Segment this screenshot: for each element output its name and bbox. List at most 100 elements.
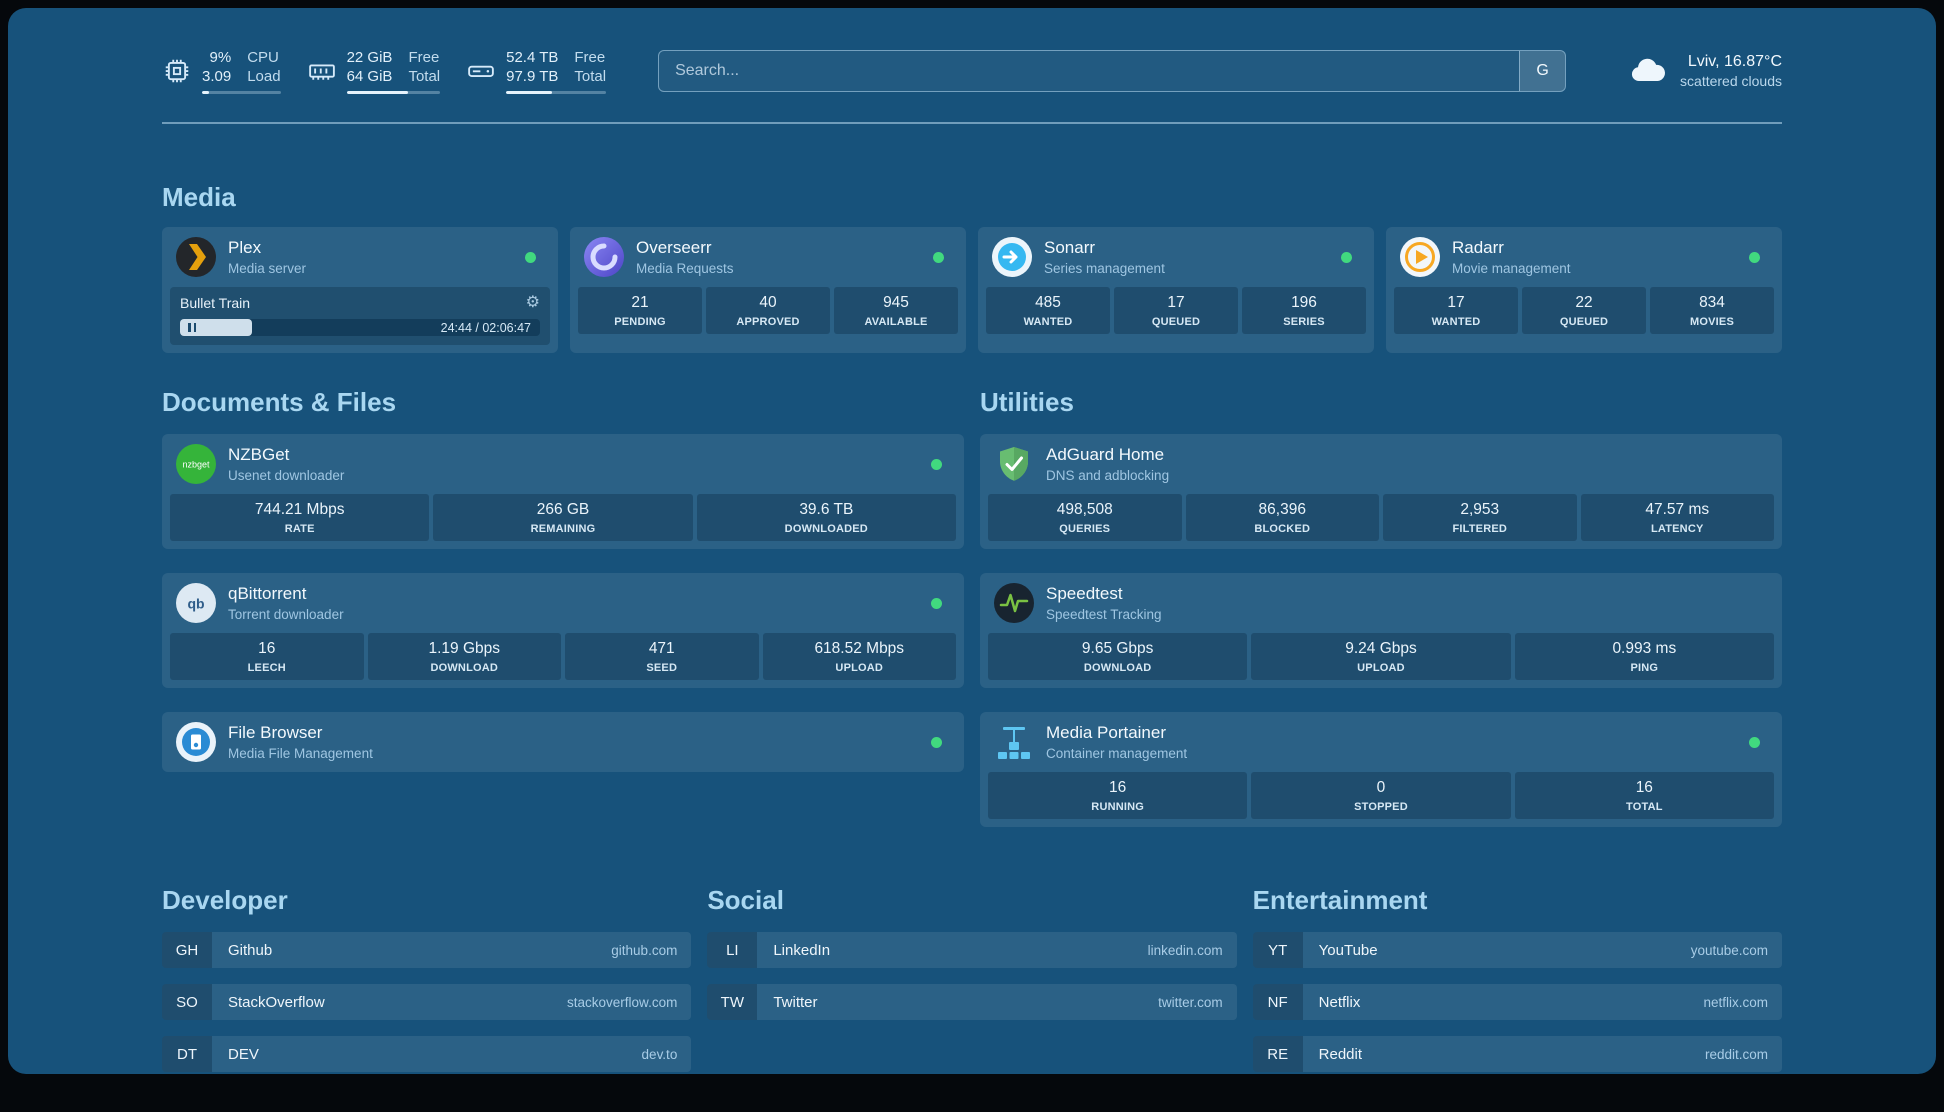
bookmark-reddit[interactable]: RE Reddit reddit.com — [1252, 1036, 1782, 1072]
service-subtitle: Container management — [1046, 746, 1188, 761]
pause-icon[interactable] — [188, 323, 196, 332]
bookmark-group-entertainment: Entertainment YT YouTube youtube.com NF … — [1252, 885, 1782, 1072]
cloud-icon — [1626, 56, 1668, 86]
service-subtitle: Media File Management — [228, 746, 373, 761]
service-card-speedtest[interactable]: Speedtest Speedtest Tracking 9.65 Gbps D… — [980, 573, 1782, 688]
stat-box: 16 RUNNING — [988, 772, 1248, 819]
bookmark-domain: github.com — [611, 942, 678, 958]
stat-box: 266 GB REMAINING — [433, 494, 693, 541]
section-title-social: Social — [707, 885, 784, 915]
bookmark-linkedin[interactable]: LI LinkedIn linkedin.com — [707, 932, 1237, 968]
bookmark-group-social: Social LI LinkedIn linkedin.com TW Twitt… — [707, 885, 1237, 1072]
section-title-entertainment: Entertainment — [1252, 885, 1428, 915]
stat-box: 16 LEECH — [170, 633, 364, 680]
stat-box: 2,953 FILTERED — [1383, 494, 1577, 541]
bookmark-domain: dev.to — [641, 1046, 678, 1062]
sonarr-icon — [992, 237, 1032, 277]
bookmark-stackoverflow[interactable]: SO StackOverflow stackoverflow.com — [162, 984, 692, 1020]
playback-progress-fill — [180, 319, 252, 336]
section-documents: Documents & Files nzbget — [162, 387, 964, 827]
status-online-dot — [933, 251, 944, 263]
bookmark-domain: youtube.com — [1690, 942, 1768, 958]
bookmark-domain: netflix.com — [1703, 994, 1768, 1010]
memory-icon — [307, 56, 337, 86]
gear-icon[interactable]: ⚙ — [525, 294, 540, 311]
service-subtitle: Media Requests — [636, 261, 734, 276]
bookmark-domain: linkedin.com — [1147, 942, 1223, 958]
bookmark-name: Reddit — [1318, 1045, 1363, 1063]
stat-box: 9.65 Gbps DOWNLOAD — [988, 633, 1248, 680]
stat-box: 0.993 ms PING — [1514, 633, 1774, 680]
status-online-dot — [1749, 251, 1760, 263]
cpu-usage-bar-fill — [202, 91, 210, 94]
service-name: qBittorrent — [228, 584, 307, 603]
bookmark-domain: twitter.com — [1158, 994, 1223, 1010]
search-input[interactable] — [659, 51, 1520, 91]
service-card-radarr[interactable]: Radarr Movie management 17 WANTED 22 QUE… — [1386, 227, 1782, 353]
disk-free-label: Free — [574, 49, 606, 66]
service-name: File Browser — [228, 723, 323, 742]
bookmark-dev[interactable]: DT DEV dev.to — [162, 1036, 692, 1072]
service-card-adguard[interactable]: AdGuard Home DNS and adblocking 498,508 … — [980, 434, 1782, 549]
nzbget-icon: nzbget — [176, 444, 216, 484]
bookmark-abbr: TW — [707, 984, 758, 1020]
bookmark-twitter[interactable]: TW Twitter twitter.com — [707, 984, 1237, 1020]
now-playing-title: Bullet Train — [180, 295, 251, 311]
stat-box: 16 TOTAL — [1514, 772, 1774, 819]
disk-total-label: Total — [574, 68, 607, 85]
bookmark-name: StackOverflow — [228, 993, 325, 1011]
memory-usage-bar — [346, 91, 441, 94]
service-card-overseerr[interactable]: Overseerr Media Requests 21 PENDING 40 A… — [570, 227, 966, 353]
stat-box: 17 QUEUED — [1114, 287, 1238, 334]
bookmark-domain: reddit.com — [1704, 1046, 1768, 1062]
bookmark-group-developer: Developer GH Github github.com SO StackO… — [162, 885, 692, 1072]
bookmark-abbr: NF — [1252, 984, 1303, 1020]
stat-box: 40 APPROVED — [706, 287, 830, 334]
adguard-icon — [994, 444, 1034, 484]
section-title-utilities: Utilities — [980, 387, 1074, 417]
cpu-widget: 9% 3.09 CPU Load — [162, 48, 281, 94]
stat-box: 485 WANTED — [986, 287, 1110, 334]
memory-total-label: Total — [408, 68, 441, 85]
weather-location: Lviv, 16.87°C — [1687, 53, 1782, 70]
bookmark-youtube[interactable]: YT YouTube youtube.com — [1252, 932, 1782, 968]
stat-box: 47.57 ms LATENCY — [1580, 494, 1774, 541]
service-card-filebrowser[interactable]: File Browser Media File Management — [162, 712, 964, 772]
service-card-plex[interactable]: Plex Media server Bullet Train ⚙ — [162, 227, 558, 353]
service-card-qbittorrent[interactable]: qb qBittorrent Torrent downloader — [162, 573, 964, 688]
bookmark-abbr: GH — [162, 932, 212, 968]
stat-box: 21 PENDING — [578, 287, 702, 334]
stat-box: 22 QUEUED — [1522, 287, 1646, 334]
service-card-portainer[interactable]: Media Portainer Container management 16 … — [980, 712, 1782, 827]
section-title-media: Media — [162, 182, 236, 212]
service-subtitle: Usenet downloader — [228, 468, 345, 483]
bookmark-abbr: DT — [162, 1036, 212, 1072]
bookmark-name: LinkedIn — [773, 941, 831, 959]
service-name: Plex — [228, 238, 262, 257]
status-online-dot — [931, 736, 942, 748]
bookmark-netflix[interactable]: NF Netflix netflix.com — [1252, 984, 1782, 1020]
svg-text:qb: qb — [187, 596, 204, 612]
service-subtitle: Series management — [1044, 261, 1165, 276]
service-card-nzbget[interactable]: nzbget NZBGet Usenet downloader 74 — [162, 434, 964, 549]
top-bar: 9% 3.09 CPU Load — [162, 48, 1782, 94]
section-utilities: Utilities — [980, 387, 1782, 827]
weather-condition: scattered clouds — [1680, 73, 1782, 89]
cpu-usage-bar — [202, 91, 281, 94]
radarr-icon — [1400, 237, 1440, 277]
bookmark-abbr: YT — [1252, 932, 1303, 968]
bookmark-abbr: RE — [1252, 1036, 1303, 1072]
portainer-icon — [994, 722, 1034, 762]
service-subtitle: DNS and adblocking — [1046, 468, 1170, 483]
service-card-sonarr[interactable]: Sonarr Series management 485 WANTED 17 Q… — [978, 227, 1374, 353]
bookmark-github[interactable]: GH Github github.com — [162, 932, 692, 968]
disk-total-value: 97.9 TB — [506, 68, 559, 85]
status-online-dot — [931, 597, 942, 609]
service-subtitle: Speedtest Tracking — [1046, 607, 1162, 622]
bookmark-name: YouTube — [1318, 941, 1378, 959]
search-provider-button[interactable]: G — [1519, 51, 1566, 91]
bookmark-name: Netflix — [1318, 993, 1361, 1011]
system-widgets: 9% 3.09 CPU Load — [162, 48, 607, 94]
section-title-documents: Documents & Files — [162, 387, 397, 417]
playback-time: 24:44 / 02:06:47 — [440, 320, 531, 335]
